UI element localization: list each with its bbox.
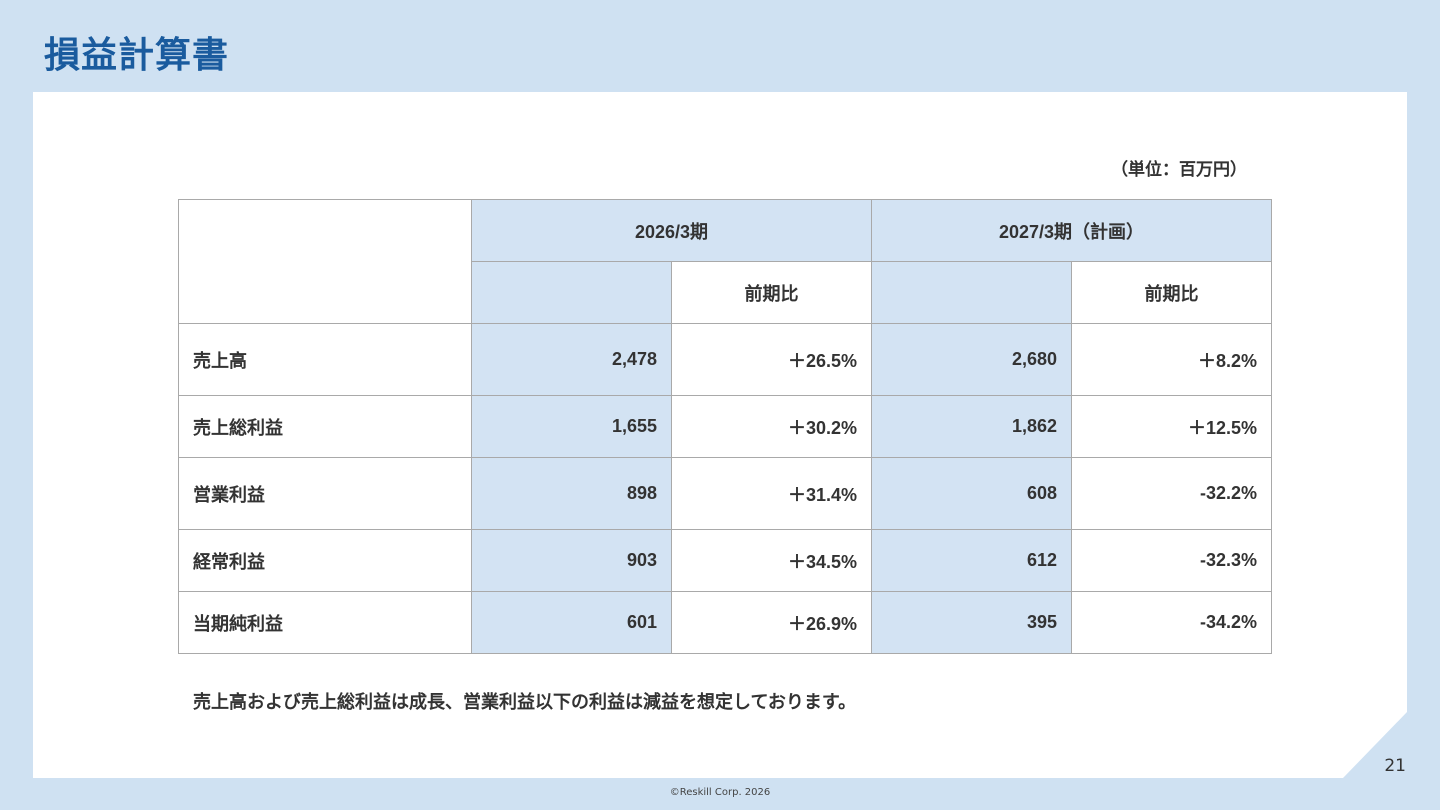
- yoy-2027: ＋8.2%: [1071, 323, 1272, 396]
- value-2027: 608: [871, 457, 1072, 530]
- table-row: 売上高 2,478 ＋26.5% 2,680 ＋8.2%: [178, 323, 1272, 396]
- subheader-empty-2027: [871, 261, 1072, 324]
- value-2026: 898: [471, 457, 672, 530]
- header-empty-cell: [178, 199, 472, 324]
- table-subheader-row: 前期比 前期比: [179, 261, 1272, 324]
- page-title: 損益計算書: [44, 35, 230, 76]
- period-header-2026: 2026/3期: [471, 199, 872, 262]
- row-label: 売上総利益: [178, 395, 472, 458]
- value-2027: 2,680: [871, 323, 1072, 396]
- value-2027: 1,862: [871, 395, 1072, 458]
- footnote: 売上高および売上総利益は成長、営業利益以下の利益は減益を想定しております。: [193, 692, 857, 713]
- table-row: 売上総利益 1,655 ＋30.2% 1,862 ＋12.5%: [178, 395, 1272, 458]
- page-number: 21: [1384, 756, 1406, 776]
- yoy-header-2026: 前期比: [671, 261, 872, 324]
- yoy-2026: ＋34.5%: [671, 529, 872, 592]
- value-2026: 2,478: [471, 323, 672, 396]
- value-2026: 903: [471, 529, 672, 592]
- subheader-empty-2026: [471, 261, 672, 324]
- table-row: 当期純利益 601 ＋26.9% 395 -34.2%: [178, 591, 1272, 654]
- yoy-2026: ＋31.4%: [671, 457, 872, 530]
- unit-label: （単位：百万円）: [1111, 160, 1247, 180]
- value-2026: 601: [471, 591, 672, 654]
- income-statement-table: 2026/3期 2027/3期（計画） 前期比 前期比 売上高 2,478 ＋2…: [178, 199, 1272, 654]
- row-label: 経常利益: [178, 529, 472, 592]
- value-2026: 1,655: [471, 395, 672, 458]
- table-header-row: 2026/3期 2027/3期（計画）: [178, 199, 1272, 324]
- value-2027: 612: [871, 529, 1072, 592]
- content-card: （単位：百万円） 2026/3期 2027/3期（計画） 前期比 前期比 売上高…: [33, 92, 1407, 778]
- table-row: 営業利益 898 ＋31.4% 608 -32.2%: [178, 457, 1272, 530]
- yoy-2026: ＋30.2%: [671, 395, 872, 458]
- row-label: 営業利益: [178, 457, 472, 530]
- row-label: 当期純利益: [178, 591, 472, 654]
- row-label: 売上高: [178, 323, 472, 396]
- yoy-header-2027: 前期比: [1071, 261, 1272, 324]
- yoy-2027: -32.3%: [1071, 529, 1272, 592]
- yoy-2027: -34.2%: [1071, 591, 1272, 654]
- yoy-2026: ＋26.5%: [671, 323, 872, 396]
- yoy-2026: ＋26.9%: [671, 591, 872, 654]
- copyright: ©Reskill Corp. 2026: [669, 787, 771, 798]
- yoy-2027: -32.2%: [1071, 457, 1272, 530]
- yoy-2027: ＋12.5%: [1071, 395, 1272, 458]
- value-2027: 395: [871, 591, 1072, 654]
- period-header-2027-plan: 2027/3期（計画）: [871, 199, 1272, 262]
- table-row: 経常利益 903 ＋34.5% 612 -32.3%: [178, 529, 1272, 592]
